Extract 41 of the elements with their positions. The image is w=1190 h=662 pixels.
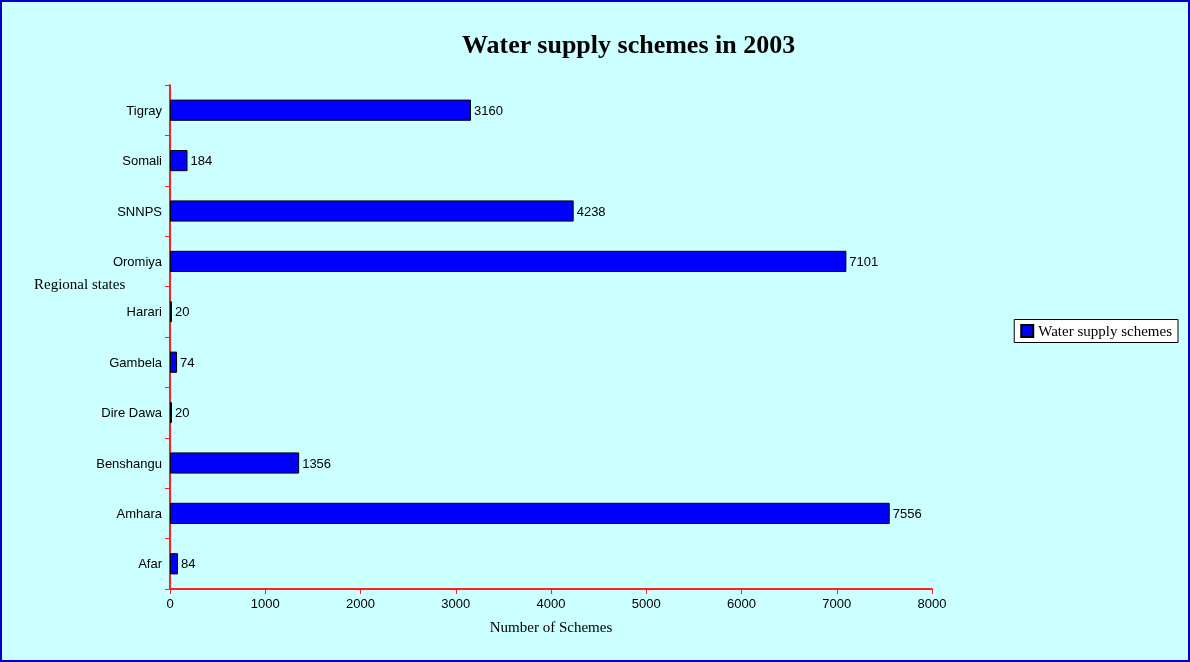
y-tick-label: Gambela [109, 354, 163, 370]
chart-title: Water supply schemes in 2003 [462, 29, 796, 59]
bar [170, 351, 178, 373]
y-tick-label: Tigray [126, 102, 163, 118]
y-tick-label: Oromiya [112, 253, 163, 269]
bar [170, 553, 178, 575]
bar [170, 150, 188, 172]
x-tick-label: 3000 [441, 596, 471, 611]
data-label: 7556 [892, 505, 922, 521]
legend-label: Water supply schemes [1038, 323, 1173, 339]
x-tick-label: 2000 [346, 596, 375, 611]
data-label: 184 [190, 153, 213, 169]
y-tick-label: SNNPS [117, 203, 163, 219]
y-tick-label: Harari [126, 304, 163, 320]
bar [170, 200, 574, 222]
data-label: 84 [181, 556, 196, 572]
y-tick-label: Somali [122, 153, 163, 169]
x-axis-title: Number of Schemes [489, 618, 613, 635]
data-label: 1356 [302, 455, 332, 471]
data-label: 7101 [849, 253, 879, 269]
y-axis-title: Regional states [34, 275, 126, 292]
y-tick-label: Dire Dawa [101, 405, 163, 421]
x-tick-label: 8000 [917, 596, 947, 611]
x-tick-label: 6000 [727, 596, 756, 611]
x-tick-label: 0 [166, 596, 174, 611]
y-tick-label: Afar [138, 556, 163, 572]
bar [170, 250, 847, 272]
data-label: 4238 [576, 203, 606, 219]
x-tick-label: 4000 [536, 596, 566, 611]
data-label: 3160 [473, 102, 503, 118]
bar [170, 99, 471, 121]
bar [170, 452, 300, 474]
x-tick-label: 1000 [250, 596, 280, 611]
data-label: 20 [174, 304, 190, 320]
data-label: 20 [174, 405, 190, 421]
data-label: 74 [180, 354, 195, 370]
x-tick-label: 7000 [822, 596, 852, 611]
x-tick-label: 5000 [631, 596, 661, 611]
y-tick-label: Benshangu [96, 455, 162, 471]
bar [170, 502, 890, 524]
y-tick-label: Amhara [116, 505, 163, 521]
